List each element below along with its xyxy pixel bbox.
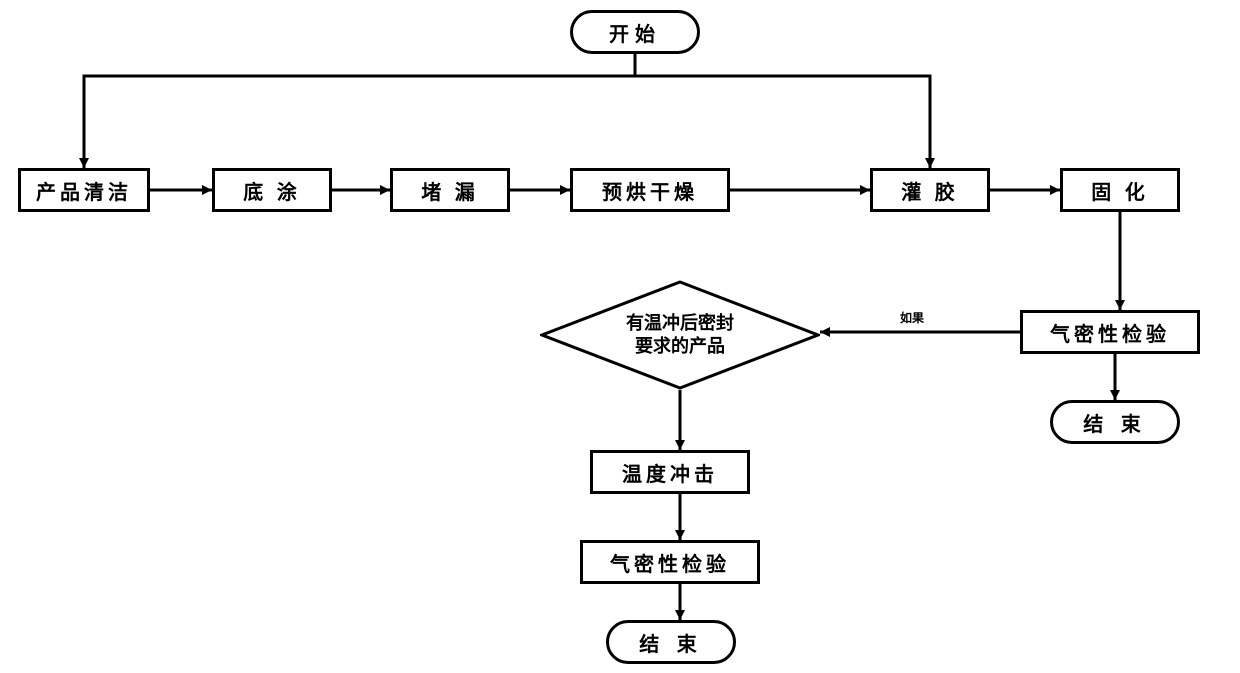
airtight2-process: 气密性检验 bbox=[580, 540, 760, 584]
primer-process: 底 涂 bbox=[212, 168, 332, 212]
decision-label: 有温冲后密封要求的产品 bbox=[626, 312, 734, 359]
plug-process: 堵 漏 bbox=[390, 168, 510, 212]
fill-label: 灌 胶 bbox=[901, 176, 959, 205]
decision-node: 有温冲后密封要求的产品 bbox=[540, 280, 820, 390]
predry-label: 预烘干燥 bbox=[602, 176, 698, 205]
end1-label: 结 束 bbox=[1083, 408, 1147, 437]
svg-text:如果: 如果 bbox=[900, 310, 924, 325]
primer-label: 底 涂 bbox=[243, 176, 301, 205]
clean-label: 产品清洁 bbox=[36, 176, 132, 205]
airtight1-label: 气密性检验 bbox=[1050, 318, 1170, 347]
end2-terminator: 结 束 bbox=[606, 620, 736, 664]
cure-label: 固 化 bbox=[1091, 176, 1149, 205]
start-label: 开始 bbox=[609, 18, 661, 47]
plug-label: 堵 漏 bbox=[421, 176, 479, 205]
start-terminator: 开始 bbox=[570, 10, 700, 54]
fill-process: 灌 胶 bbox=[870, 168, 990, 212]
end1-terminator: 结 束 bbox=[1050, 400, 1180, 444]
clean-process: 产品清洁 bbox=[18, 168, 150, 212]
tempshock-label: 温度冲击 bbox=[622, 458, 718, 487]
airtight2-label: 气密性检验 bbox=[610, 548, 730, 577]
tempshock-process: 温度冲击 bbox=[590, 450, 750, 494]
predry-process: 预烘干燥 bbox=[570, 168, 730, 212]
cure-process: 固 化 bbox=[1060, 168, 1180, 212]
airtight1-process: 气密性检验 bbox=[1020, 310, 1200, 354]
end2-label: 结 束 bbox=[639, 628, 703, 657]
